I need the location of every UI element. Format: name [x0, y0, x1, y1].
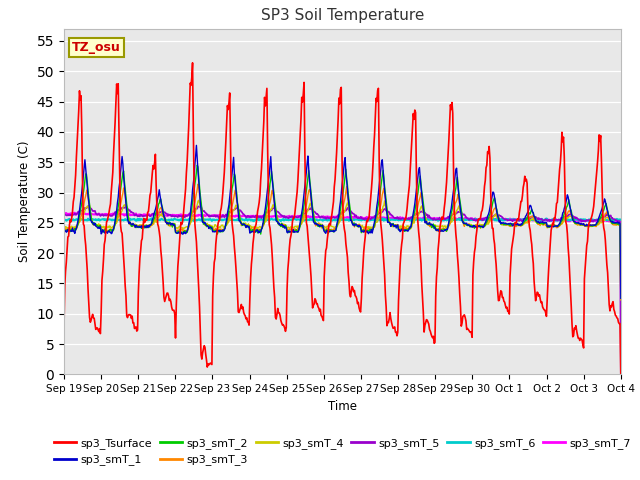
- sp3_smT_6: [311, 218, 319, 224]
- sp3_Tsurface: [127, 315, 135, 321]
- sp3_smT_4: [60, 223, 68, 229]
- Line: sp3_smT_2: sp3_smT_2: [64, 165, 621, 299]
- sp3_smT_4: [214, 225, 222, 230]
- sp3_Tsurface: [70, 194, 78, 200]
- sp3_smT_5: [128, 210, 136, 216]
- sp3_smT_2: [127, 223, 135, 229]
- sp3_smT_4: [428, 222, 435, 228]
- sp3_smT_6: [70, 217, 78, 223]
- sp3_smT_6: [378, 216, 386, 221]
- Text: TZ_osu: TZ_osu: [72, 41, 121, 54]
- sp3_smT_3: [411, 214, 419, 220]
- Line: sp3_smT_7: sp3_smT_7: [64, 213, 621, 222]
- sp3_smT_3: [617, 297, 625, 302]
- sp3_smT_7: [70, 210, 78, 216]
- sp3_smT_7: [128, 212, 136, 218]
- sp3_smT_7: [577, 219, 584, 225]
- sp3_smT_2: [411, 208, 419, 214]
- sp3_smT_4: [184, 224, 192, 229]
- sp3_Tsurface: [411, 107, 419, 113]
- Title: SP3 Soil Temperature: SP3 Soil Temperature: [260, 9, 424, 24]
- sp3_smT_7: [428, 216, 435, 222]
- sp3_smT_4: [195, 197, 203, 203]
- X-axis label: Time: Time: [328, 400, 357, 413]
- sp3_smT_6: [214, 217, 221, 223]
- sp3_smT_1: [127, 222, 135, 228]
- sp3_smT_5: [214, 214, 222, 219]
- sp3_smT_5: [185, 212, 193, 217]
- sp3_smT_7: [71, 210, 79, 216]
- sp3_Tsurface: [214, 220, 222, 226]
- sp3_smT_3: [214, 228, 222, 233]
- sp3_smT_1: [193, 143, 200, 148]
- sp3_smT_2: [193, 162, 201, 168]
- sp3_smT_1: [428, 221, 435, 227]
- Line: sp3_smT_6: sp3_smT_6: [64, 218, 621, 221]
- sp3_smT_6: [60, 217, 68, 223]
- sp3_Tsurface: [189, 60, 196, 66]
- sp3_smT_1: [184, 226, 192, 232]
- Line: sp3_smT_5: sp3_smT_5: [64, 206, 621, 374]
- sp3_smT_6: [428, 217, 436, 223]
- sp3_smT_4: [127, 223, 135, 229]
- sp3_smT_4: [411, 216, 419, 222]
- sp3_smT_5: [617, 372, 625, 377]
- sp3_smT_3: [428, 222, 435, 228]
- sp3_smT_5: [60, 212, 68, 218]
- sp3_Tsurface: [60, 325, 68, 331]
- sp3_smT_4: [617, 297, 625, 302]
- sp3_smT_2: [184, 227, 192, 232]
- sp3_smT_1: [60, 228, 68, 233]
- Y-axis label: Soil Temperature (C): Soil Temperature (C): [18, 141, 31, 263]
- sp3_smT_7: [214, 214, 222, 219]
- sp3_smT_5: [411, 212, 419, 218]
- sp3_smT_1: [411, 201, 419, 206]
- sp3_smT_2: [214, 229, 222, 235]
- Line: sp3_smT_3: sp3_smT_3: [64, 184, 621, 300]
- sp3_smT_1: [70, 228, 78, 234]
- sp3_smT_2: [428, 221, 435, 227]
- sp3_smT_2: [617, 296, 625, 301]
- sp3_smT_3: [70, 227, 78, 233]
- sp3_smT_6: [617, 217, 625, 223]
- sp3_smT_4: [70, 225, 78, 231]
- sp3_smT_5: [428, 216, 435, 222]
- sp3_smT_2: [60, 229, 68, 235]
- sp3_smT_6: [184, 217, 192, 223]
- sp3_smT_1: [617, 296, 625, 301]
- sp3_smT_3: [60, 228, 68, 233]
- sp3_smT_3: [184, 225, 192, 230]
- sp3_smT_2: [70, 228, 78, 234]
- sp3_smT_6: [127, 217, 135, 223]
- sp3_smT_7: [617, 218, 625, 224]
- Line: sp3_Tsurface: sp3_Tsurface: [64, 63, 621, 374]
- sp3_smT_5: [85, 203, 93, 209]
- Line: sp3_smT_4: sp3_smT_4: [64, 200, 621, 300]
- sp3_smT_7: [411, 216, 419, 221]
- sp3_smT_6: [412, 216, 419, 222]
- sp3_smT_7: [185, 212, 193, 218]
- sp3_smT_3: [194, 181, 202, 187]
- sp3_Tsurface: [428, 331, 435, 337]
- sp3_smT_5: [70, 212, 78, 217]
- sp3_smT_1: [214, 228, 222, 233]
- sp3_smT_7: [60, 211, 68, 216]
- Legend: sp3_Tsurface, sp3_smT_1, sp3_smT_2, sp3_smT_3, sp3_smT_4, sp3_smT_5, sp3_smT_6, : sp3_Tsurface, sp3_smT_1, sp3_smT_2, sp3_…: [49, 433, 636, 470]
- Line: sp3_smT_1: sp3_smT_1: [64, 145, 621, 299]
- sp3_Tsurface: [184, 142, 192, 148]
- sp3_smT_3: [127, 221, 135, 227]
- sp3_Tsurface: [617, 371, 625, 377]
